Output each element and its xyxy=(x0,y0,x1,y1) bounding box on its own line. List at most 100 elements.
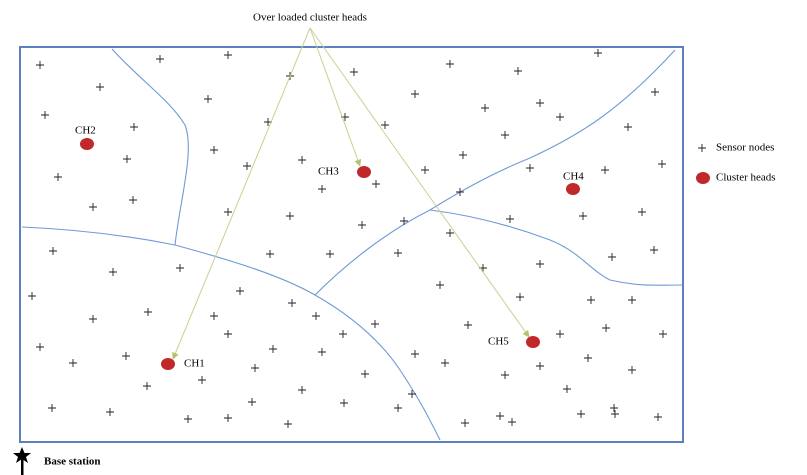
sensor-node xyxy=(408,390,416,398)
sensor-node xyxy=(501,371,509,379)
sensor-node xyxy=(224,330,232,338)
sensor-node xyxy=(394,249,402,257)
sensor-node xyxy=(411,350,419,358)
sensor-node xyxy=(514,67,522,75)
legend-dot xyxy=(696,172,710,184)
sensor-node xyxy=(501,131,509,139)
sensor-node xyxy=(361,370,369,378)
sensor-node xyxy=(130,123,138,131)
sensor-node xyxy=(610,404,618,412)
base-station: Base station xyxy=(13,447,101,475)
sensor-node xyxy=(248,398,256,406)
sensor-node xyxy=(608,253,616,261)
sensor-node xyxy=(109,268,117,276)
cluster-head-label: CH2 xyxy=(75,125,96,137)
sensor-node xyxy=(461,419,469,427)
legend: Sensor nodes Cluster heads xyxy=(696,142,776,184)
sensor-node xyxy=(318,348,326,356)
sensor-node xyxy=(394,404,402,412)
sensor-node xyxy=(69,359,77,367)
legend-label: Sensor nodes xyxy=(716,142,774,154)
sensor-node xyxy=(638,208,646,216)
sensor-node xyxy=(358,221,366,229)
sensor-node xyxy=(459,151,467,159)
sensor-node xyxy=(350,68,358,76)
sensor-node xyxy=(129,196,137,204)
sensor-node xyxy=(48,404,56,412)
sensor-node xyxy=(298,386,306,394)
sensor-node xyxy=(123,155,131,163)
sensor-node xyxy=(106,408,114,416)
sensor-node xyxy=(654,413,662,421)
base-station-icon xyxy=(13,447,31,463)
sensor-node xyxy=(496,412,504,420)
sensor-node xyxy=(122,352,130,360)
sensor-node xyxy=(441,359,449,367)
sensor-node xyxy=(144,308,152,316)
cluster-heads: CH1 CH2 CH3 CH4 CH5 xyxy=(75,125,584,370)
sensor-node xyxy=(556,113,564,121)
sensor-node xyxy=(516,293,524,301)
sensor-node xyxy=(446,60,454,68)
region-boundaries xyxy=(21,48,684,441)
sensor-node xyxy=(286,212,294,220)
sensor-node xyxy=(204,95,212,103)
sensor-node xyxy=(563,385,571,393)
sensor-node xyxy=(611,410,619,418)
sensor-node xyxy=(584,354,592,362)
sensor-node xyxy=(526,164,534,172)
sensor-node xyxy=(372,180,380,188)
field-border xyxy=(19,46,684,443)
sensor-node xyxy=(506,215,514,223)
sensor-node xyxy=(594,49,602,57)
sensor-node xyxy=(89,203,97,211)
sensor-node xyxy=(176,264,184,272)
sensor-node xyxy=(464,321,472,329)
sensor-node xyxy=(143,382,151,390)
sensor-node xyxy=(658,160,666,168)
sensor-node xyxy=(456,188,464,196)
sensor-node xyxy=(446,229,454,237)
sensor-nodes xyxy=(28,49,667,428)
cluster-head xyxy=(161,358,175,370)
sensor-node xyxy=(236,287,244,295)
sensor-node xyxy=(326,250,334,258)
sensor-node xyxy=(628,296,636,304)
sensor-node xyxy=(340,399,348,407)
sensor-node xyxy=(318,185,326,193)
sensor-node xyxy=(156,55,164,63)
cluster-head-label: CH1 xyxy=(184,358,205,370)
sensor-node xyxy=(184,415,192,423)
sensor-node xyxy=(628,366,636,374)
cluster-head-label: CH3 xyxy=(318,166,339,178)
legend-plus xyxy=(698,144,706,152)
sensor-node xyxy=(224,51,232,59)
sensor-node xyxy=(587,296,595,304)
cluster-head xyxy=(357,166,371,178)
sensor-node xyxy=(650,246,658,254)
sensor-node xyxy=(210,146,218,154)
sensor-node xyxy=(436,281,444,289)
sensor-node xyxy=(602,324,610,332)
sensor-node xyxy=(224,208,232,216)
sensor-node xyxy=(288,299,296,307)
sensor-node xyxy=(312,312,320,320)
sensor-node xyxy=(624,123,632,131)
annotation: Over loaded cluster heads xyxy=(253,12,367,24)
sensor-node xyxy=(536,99,544,107)
sensor-node xyxy=(284,420,292,428)
sensor-node xyxy=(224,414,232,422)
sensor-node xyxy=(577,410,585,418)
legend-label: Cluster heads xyxy=(716,172,776,184)
cluster-head xyxy=(80,138,94,150)
sensor-node xyxy=(381,121,389,129)
sensor-node xyxy=(96,83,104,91)
sensor-node xyxy=(210,312,218,320)
sensor-node xyxy=(481,104,489,112)
sensor-node xyxy=(89,315,97,323)
sensor-node xyxy=(266,250,274,258)
sensor-node xyxy=(421,166,429,174)
sensor-node xyxy=(251,364,259,372)
sensor-node xyxy=(536,260,544,268)
